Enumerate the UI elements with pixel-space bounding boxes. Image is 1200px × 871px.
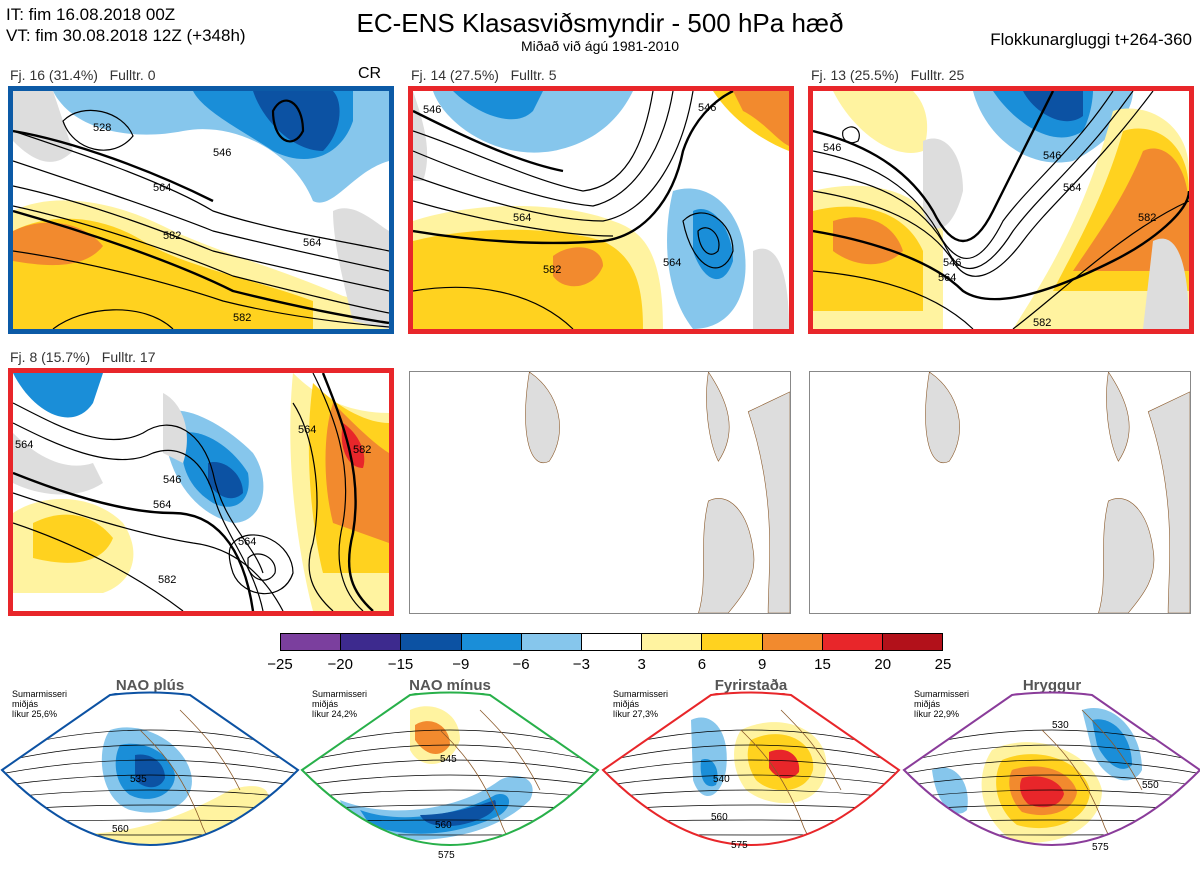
contour-label: 575 (1092, 842, 1109, 853)
regime-title: Fyrirstaða (714, 677, 788, 694)
panel-2-label: Fj. 14 (27.5%) Fulltr. 5 (411, 67, 557, 83)
contour-label: 564 (663, 257, 681, 269)
regime-note: Sumarmisseri miðjás líkur 25,6% (12, 689, 68, 719)
colorbar-tick-label: 25 (934, 656, 952, 673)
contour-label: 564 (153, 182, 171, 194)
contour-label: 564 (1063, 182, 1081, 194)
contour-label: 528 (93, 122, 111, 134)
cluster-map-2: 546 564 582 564 546 (408, 86, 794, 334)
cluster-map-4-field: 564 546 564 564 582 582 564 (13, 373, 389, 611)
empty-map-5 (409, 371, 791, 614)
contour-label: 564 (938, 272, 956, 284)
colorbar-tick-label: 3 (637, 656, 646, 673)
cluster-map-4: 564 546 564 564 582 582 564 (8, 368, 394, 616)
contour-label: 564 (15, 439, 33, 451)
regime-title: NAO mínus (409, 677, 491, 694)
contour-label: 550 (1142, 780, 1159, 791)
contour-label: 582 (233, 312, 251, 324)
contour-label: 582 (353, 444, 371, 456)
colorbar-tick-label: −6 (512, 656, 530, 673)
colorbar-tick-label: −9 (452, 656, 470, 673)
colorbar-tick-label: 6 (697, 656, 707, 673)
regime-map: 545 560 575 (300, 691, 600, 861)
colorbar-tick-label: −20 (327, 656, 353, 673)
colorbar-tick-label: −15 (387, 656, 414, 673)
colorbar-segment (702, 634, 763, 650)
page-title: EC-ENS Klasasviðsmyndir - 500 hPa hæð (356, 8, 844, 38)
cluster-map-1: 546 528 564 582 582 564 (8, 86, 394, 334)
empty-map-6 (809, 371, 1191, 614)
cluster-map-3-field: 546 546 564 582 582 546 564 (813, 91, 1189, 329)
regime-map: 540 560 575 (601, 691, 901, 851)
colorbar-segment (281, 634, 342, 650)
regime-note: Sumarmisseri miðjás líkur 22,9% (914, 689, 970, 719)
cluster-map-2-field: 546 564 582 564 546 (413, 91, 789, 329)
colorbar-segment (882, 634, 943, 650)
colorbar-tick-label: −25 (267, 656, 293, 673)
contour-label: 564 (513, 212, 531, 224)
contour-label: 575 (438, 850, 455, 861)
regime-map: 535 560 (0, 691, 300, 846)
contour-label: 545 (440, 754, 457, 765)
contour-label: 560 (435, 820, 452, 831)
contour-label: 546 (698, 102, 716, 114)
valid-time: VT: fim 30.08.2018 12Z (+348h) (6, 26, 246, 45)
classification-window: Flokkunargluggi t+264-360 (990, 30, 1192, 49)
cluster-map-3: 546 546 564 582 582 546 564 (808, 86, 1194, 334)
contour-label: 530 (1052, 720, 1069, 731)
contour-label: 582 (158, 574, 176, 586)
panel-1-label: Fj. 16 (31.4%) Fulltr. 0 (10, 67, 156, 83)
regime-note: Sumarmisseri miðjás líkur 24,2% (312, 689, 368, 719)
colorbar-tick-label: 9 (758, 656, 767, 673)
contour-label: 546 (943, 257, 961, 269)
contour-label: 546 (163, 474, 181, 486)
colorbar-segment (762, 634, 823, 650)
contour-label: 546 (1043, 150, 1061, 162)
colorbar-segment (822, 634, 883, 650)
contour-label: 582 (543, 264, 561, 276)
contour-label: 564 (238, 536, 256, 548)
contour-label: 546 (823, 142, 841, 154)
contour-label: 564 (153, 499, 171, 511)
contour-label: 564 (303, 237, 321, 249)
colorbar-segment (461, 634, 522, 650)
contour-label: 540 (713, 774, 730, 785)
contour-label: 535 (130, 774, 147, 785)
regime-title: Hryggur (1022, 677, 1082, 694)
anomaly-colorbar (280, 633, 943, 651)
colorbar-segment (521, 634, 582, 650)
colorbar-segment (642, 634, 703, 650)
panel-4-label: Fj. 8 (15.7%) Fulltr. 17 (10, 349, 156, 365)
regime-map: 530 550 575 (902, 691, 1200, 853)
contour-label: 582 (1138, 212, 1156, 224)
contour-label: 546 (423, 104, 441, 116)
colorbar-tick-label: 20 (874, 656, 892, 673)
page-subtitle: Miðað við ágú 1981-2010 (520, 38, 679, 54)
colorbar-segment (401, 634, 462, 650)
colorbar-segment (341, 634, 402, 650)
panel-3-label: Fj. 13 (25.5%) Fulltr. 25 (811, 67, 965, 83)
contour-label: 582 (1033, 317, 1051, 329)
empty-map-5-coast (525, 372, 790, 613)
initial-time: IT: fim 16.08.2018 00Z (6, 5, 176, 24)
contour-label: 560 (112, 824, 129, 835)
header-info: IT: fim 16.08.2018 00Z VT: fim 30.08.201… (6, 4, 246, 46)
regime-title: NAO plús (115, 677, 185, 694)
contour-label: 546 (213, 147, 231, 159)
contour-label: 564 (298, 424, 316, 436)
contour-label: 560 (711, 812, 728, 823)
colorbar-tick-label: 15 (814, 656, 831, 673)
contour-label: 582 (163, 230, 181, 242)
contour-label: 575 (731, 840, 748, 851)
cluster-map-1-field: 546 528 564 582 582 564 (13, 91, 389, 329)
empty-map-6-coast (925, 372, 1190, 613)
colorbar-segment (581, 634, 643, 650)
regime-note: Sumarmisseri miðjás líkur 27,3% (613, 689, 669, 719)
colorbar-tick-label: −3 (572, 656, 590, 673)
panel-1-tag: CR (358, 65, 382, 82)
